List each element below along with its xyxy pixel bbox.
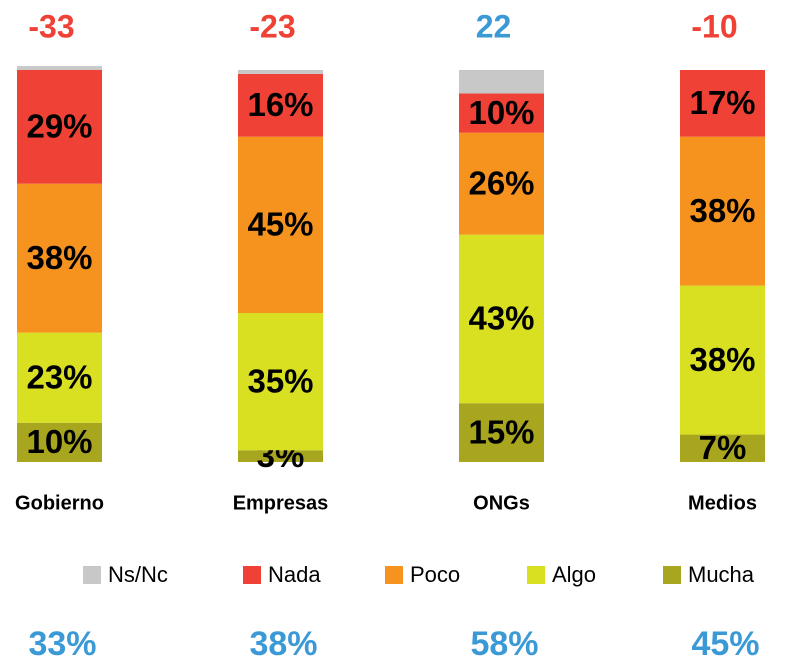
data-label: 15% (468, 413, 534, 450)
data-label: 38% (689, 192, 755, 229)
top-label: -23 (249, 8, 295, 44)
bar-segment (238, 450, 323, 462)
legend-label: Poco (410, 562, 460, 587)
data-label: 38% (689, 341, 755, 378)
bar-segment (459, 93, 544, 133)
legend-label: Mucha (688, 562, 755, 587)
bar-segment (680, 136, 765, 286)
data-label: 26% (468, 164, 534, 201)
bar-segment (680, 70, 765, 137)
bar-segment (238, 136, 323, 314)
x-tick-label: Medios (688, 492, 757, 514)
legend-swatch (385, 566, 403, 584)
legend-label: Nada (268, 562, 321, 587)
bottom-label: 38% (249, 625, 317, 663)
bar-segment (459, 403, 544, 462)
data-label: 16% (247, 86, 313, 123)
top-label: 22 (476, 8, 512, 44)
bar-segment (459, 234, 544, 404)
legend-label: Algo (552, 562, 596, 587)
data-label: 10% (468, 94, 534, 131)
legend-swatch (663, 566, 681, 584)
bar-segment (459, 132, 544, 235)
legend-swatch (527, 566, 545, 584)
bottom-label: 58% (470, 625, 538, 663)
data-label: 45% (247, 206, 313, 243)
bar-segment (680, 285, 765, 435)
bar-segment (238, 70, 323, 74)
data-label: 38% (26, 239, 92, 276)
bar-segment (17, 332, 102, 423)
bar-segment (17, 422, 102, 462)
data-label: 17% (689, 84, 755, 121)
data-label: 35% (247, 362, 313, 399)
data-label: 43% (468, 300, 534, 337)
x-tick-label: Empresas (233, 492, 329, 514)
data-label: 29% (26, 108, 92, 145)
bar-segment (17, 183, 102, 333)
x-tick-label: Gobierno (15, 492, 104, 514)
bar-segment (238, 73, 323, 137)
top-label: -33 (28, 8, 74, 44)
top-label: -10 (691, 8, 737, 44)
bottom-label: 33% (28, 625, 96, 663)
bottom-label: 45% (691, 625, 759, 663)
bar-segment (680, 434, 765, 462)
legend-swatch (83, 566, 101, 584)
bar-segment (17, 70, 102, 184)
x-tick-label: ONGs (473, 492, 530, 514)
bar-segment (17, 66, 102, 70)
legend-swatch (243, 566, 261, 584)
legend-label: Ns/Nc (108, 562, 168, 587)
data-label: 7% (699, 429, 747, 466)
data-label: 10% (26, 423, 92, 460)
data-label: 23% (26, 358, 92, 395)
bar-segment (238, 313, 323, 451)
bar-segment (459, 70, 544, 94)
